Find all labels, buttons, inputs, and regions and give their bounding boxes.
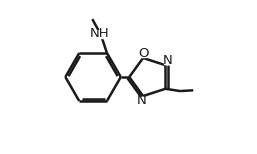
Text: O: O [138, 47, 148, 60]
Text: NH: NH [90, 27, 110, 40]
Text: N: N [162, 54, 172, 67]
Text: N: N [137, 94, 146, 107]
Bar [139, 97, 145, 103]
Bar [164, 58, 170, 64]
Bar [140, 51, 146, 57]
Bar [95, 30, 105, 38]
